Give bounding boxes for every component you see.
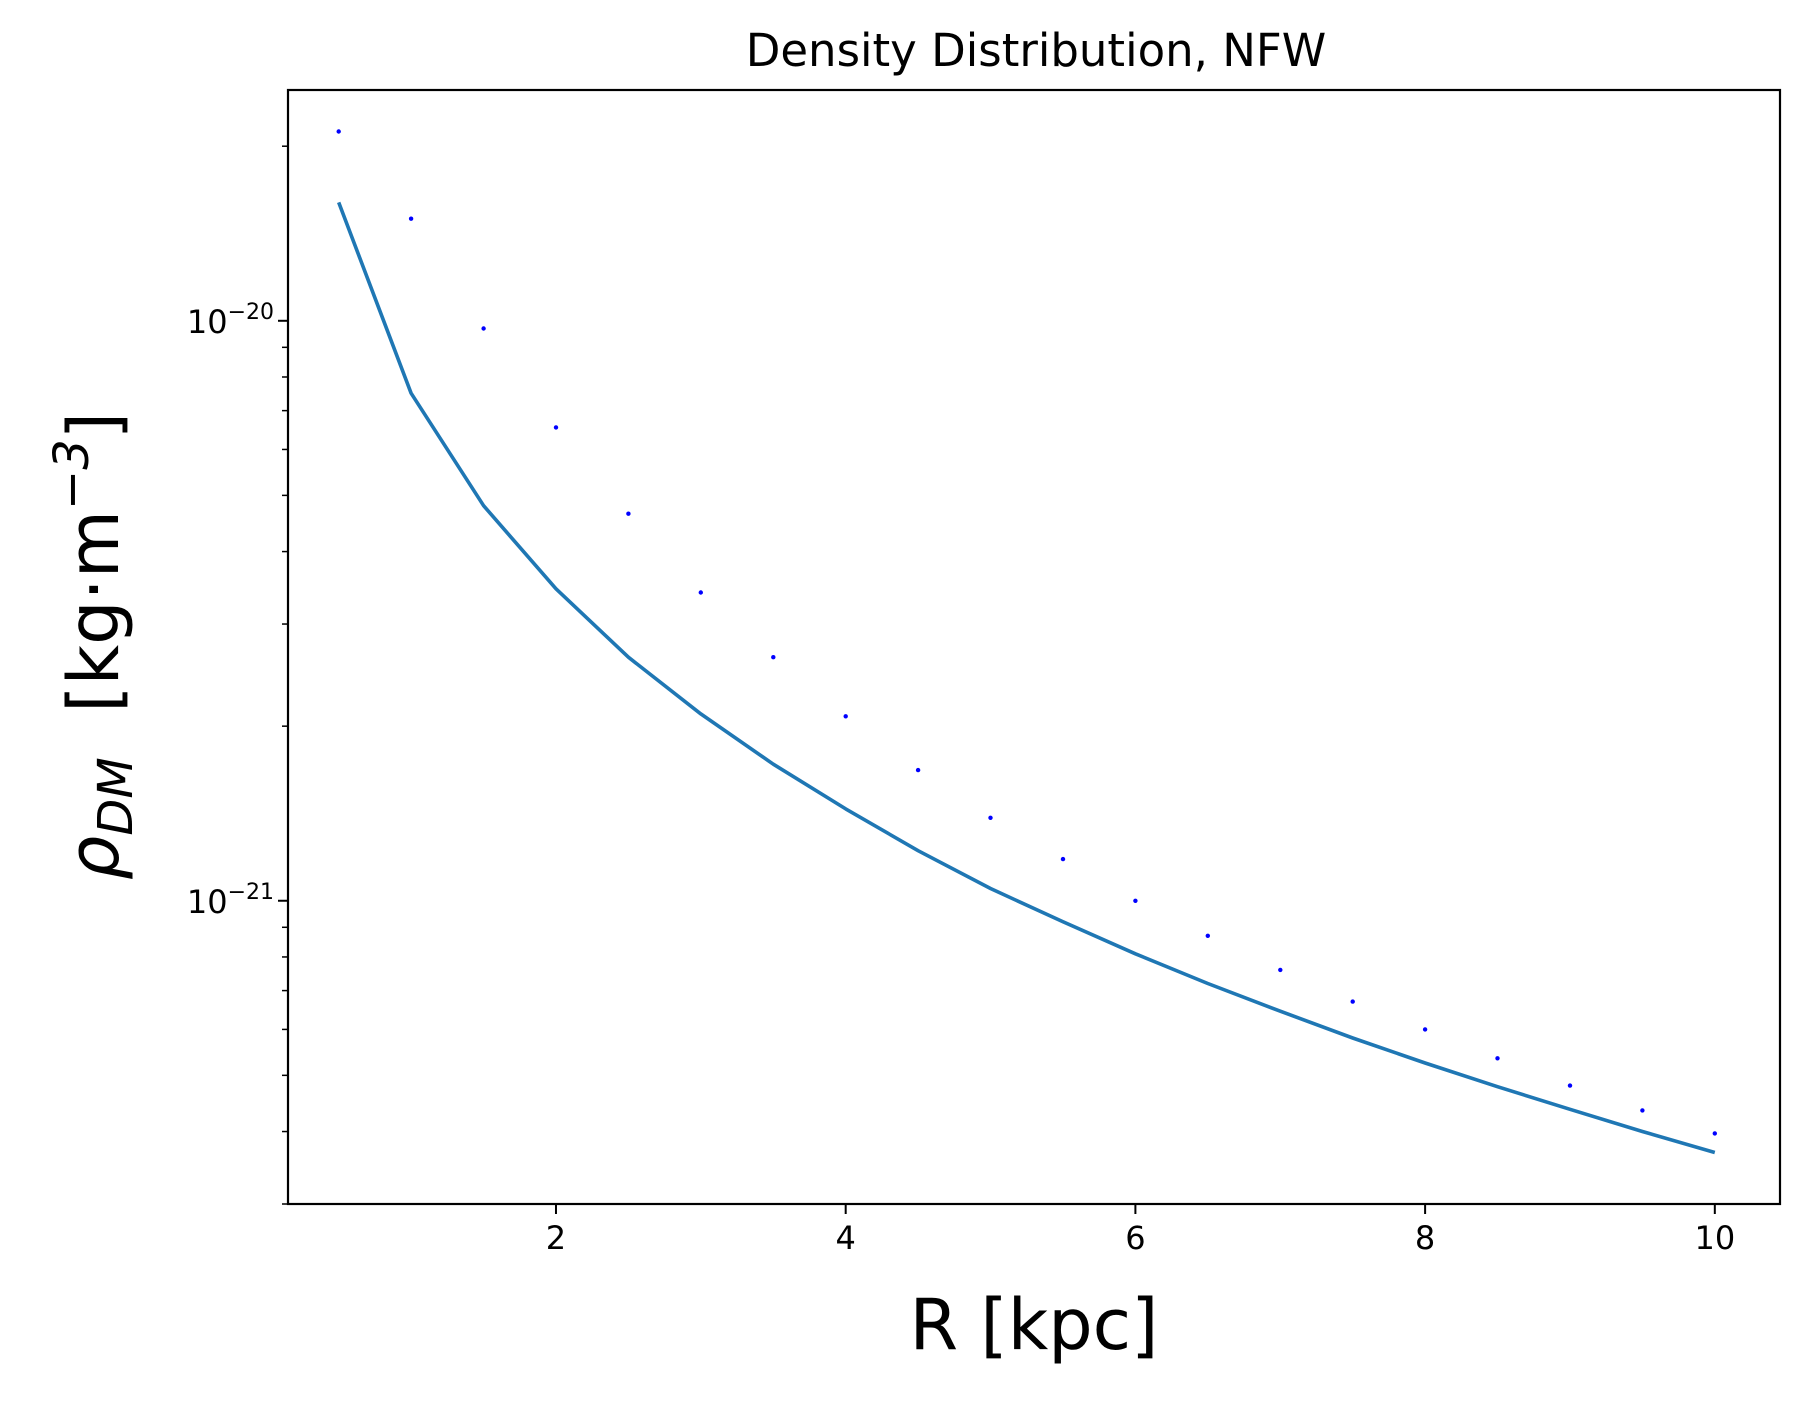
y-label-subscript: DM bbox=[88, 757, 144, 835]
y-axis: 10−20 10−21 bbox=[187, 145, 288, 1205]
series-1 bbox=[336, 129, 1718, 1136]
y-label-units-exponent: −3 bbox=[44, 439, 100, 510]
data-point bbox=[1640, 1108, 1645, 1113]
data-point bbox=[843, 714, 848, 719]
y-axis-label: ρDM [kg·m−3] bbox=[44, 412, 144, 880]
data-point bbox=[1495, 1056, 1500, 1061]
y-label-symbol: ρ bbox=[53, 836, 135, 880]
chart-title: Density Distribution, NFW bbox=[746, 24, 1327, 77]
data-point bbox=[915, 767, 921, 773]
data-point bbox=[336, 129, 341, 134]
data-point bbox=[1060, 856, 1066, 862]
data-point bbox=[626, 511, 631, 516]
data-point bbox=[408, 216, 414, 221]
x-tick-label: 4 bbox=[836, 1219, 856, 1257]
x-tick-label: 8 bbox=[1415, 1219, 1435, 1257]
x-tick-label: 2 bbox=[546, 1219, 566, 1257]
data-point bbox=[698, 590, 703, 595]
x-axis-label: R [kpc] bbox=[910, 1284, 1159, 1366]
series-layer bbox=[336, 129, 1718, 1155]
data-point bbox=[1278, 967, 1283, 973]
y-label-units-close: ] bbox=[53, 412, 135, 439]
data-point bbox=[1422, 1027, 1428, 1032]
data-point bbox=[988, 815, 993, 820]
plot-area bbox=[286, 88, 1782, 1206]
y-label-units: [kg·m bbox=[53, 510, 135, 713]
data-point bbox=[1567, 1083, 1573, 1088]
y-tick-label: 10−20 bbox=[187, 300, 274, 341]
data-point bbox=[771, 655, 776, 660]
data-point bbox=[1350, 999, 1355, 1004]
x-axis: 2 4 6 8 10 bbox=[546, 1204, 1735, 1257]
y-label-spacer bbox=[53, 713, 135, 758]
data-point bbox=[1712, 1131, 1718, 1136]
x-tick-label: 10 bbox=[1694, 1219, 1735, 1257]
data-point bbox=[1133, 898, 1138, 903]
x-tick-label: 6 bbox=[1125, 1219, 1145, 1257]
series-0 bbox=[337, 201, 1716, 1155]
data-point bbox=[553, 425, 559, 430]
y-tick-label: 10−21 bbox=[187, 880, 274, 921]
axes-frame bbox=[286, 88, 1782, 1206]
series-line bbox=[337, 201, 1716, 1155]
data-point bbox=[1205, 933, 1211, 938]
data-point bbox=[481, 326, 486, 331]
